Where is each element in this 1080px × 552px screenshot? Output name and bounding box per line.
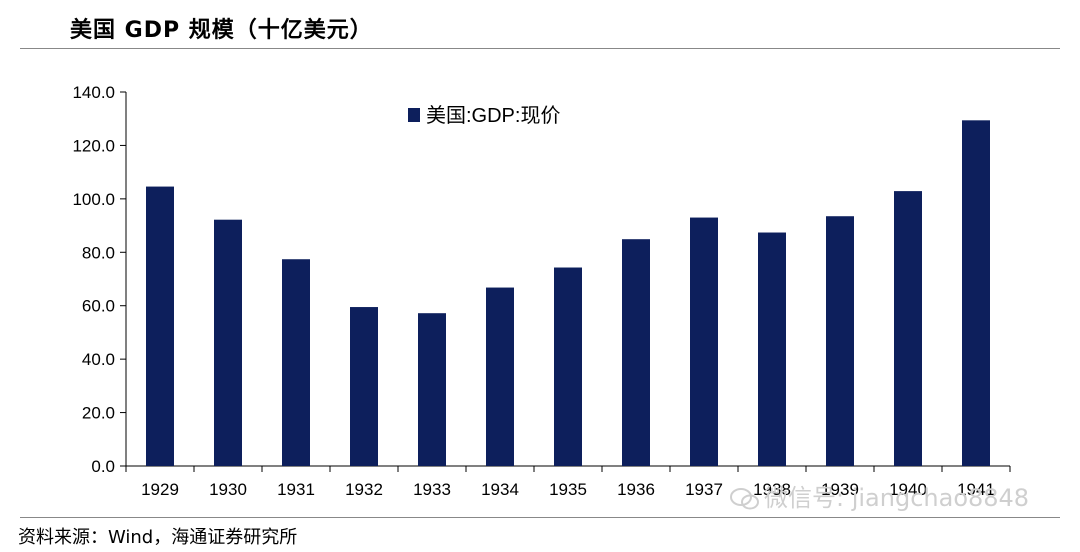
watermark-text: 微信号: jiangchao8848 — [764, 484, 1030, 512]
x-tick-label: 1933 — [413, 480, 451, 499]
title-divider — [20, 48, 1060, 49]
bar-1937 — [690, 217, 718, 466]
bar-1934 — [486, 287, 514, 466]
bar-chart: 0.0 20.0 40.0 60.0 80.0 100.0 120.0 140.0 1929 19… — [72, 83, 1011, 499]
x-tick-label: 1940 — [889, 480, 927, 499]
source-note: 资料来源：Wind，海通证券研究所 — [18, 527, 298, 548]
y-tick-label: 60.0 — [82, 297, 115, 316]
chart-tick-labels: 0.0 20.0 40.0 60.0 80.0 100.0 120.0 140.0 1929 19… — [72, 83, 994, 499]
x-tick-label: 1936 — [617, 480, 655, 499]
bar-1941 — [962, 120, 990, 467]
x-tick-label: 1931 — [277, 480, 315, 499]
y-tick-label: 20.0 — [82, 404, 115, 423]
x-tick-label: 1939 — [821, 480, 859, 499]
wechat-icon — [730, 488, 759, 510]
bar-1929 — [146, 186, 174, 466]
legend-label: 美国:GDP:现价 — [426, 104, 560, 127]
bar-1933 — [418, 313, 446, 466]
bar-1931 — [282, 259, 310, 466]
source-divider — [20, 517, 1060, 518]
chart-title: 美国 GDP 规模（十亿美元） — [70, 18, 373, 43]
y-tick-label: 100.0 — [72, 190, 115, 209]
bar-1939 — [826, 216, 854, 466]
bar-1938 — [758, 232, 786, 466]
y-tick-label: 120.0 — [72, 136, 115, 155]
x-tick-label: 1935 — [549, 480, 587, 499]
y-tick-label: 140.0 — [72, 83, 115, 102]
x-tick-label: 1937 — [685, 480, 723, 499]
watermark: 微信号: jiangchao8848 — [730, 478, 1029, 513]
bar-1935 — [554, 267, 582, 466]
chart-legend: 美国:GDP:现价 — [408, 104, 560, 127]
chart-bars — [146, 120, 990, 467]
x-tick-label: 1941 — [957, 480, 995, 499]
y-tick-label: 0.0 — [91, 457, 115, 476]
x-tick-label: 1929 — [141, 480, 179, 499]
bar-1936 — [622, 239, 650, 466]
x-tick-label: 1934 — [481, 480, 519, 499]
y-tick-label: 80.0 — [82, 243, 115, 262]
y-tick-label: 40.0 — [82, 350, 115, 369]
legend-swatch — [408, 108, 420, 122]
bar-1932 — [350, 307, 378, 466]
x-tick-label: 1930 — [209, 480, 247, 499]
bar-1940 — [894, 191, 922, 467]
x-tick-label: 1938 — [753, 480, 791, 499]
bar-1930 — [214, 219, 242, 466]
x-tick-label: 1932 — [345, 480, 383, 499]
